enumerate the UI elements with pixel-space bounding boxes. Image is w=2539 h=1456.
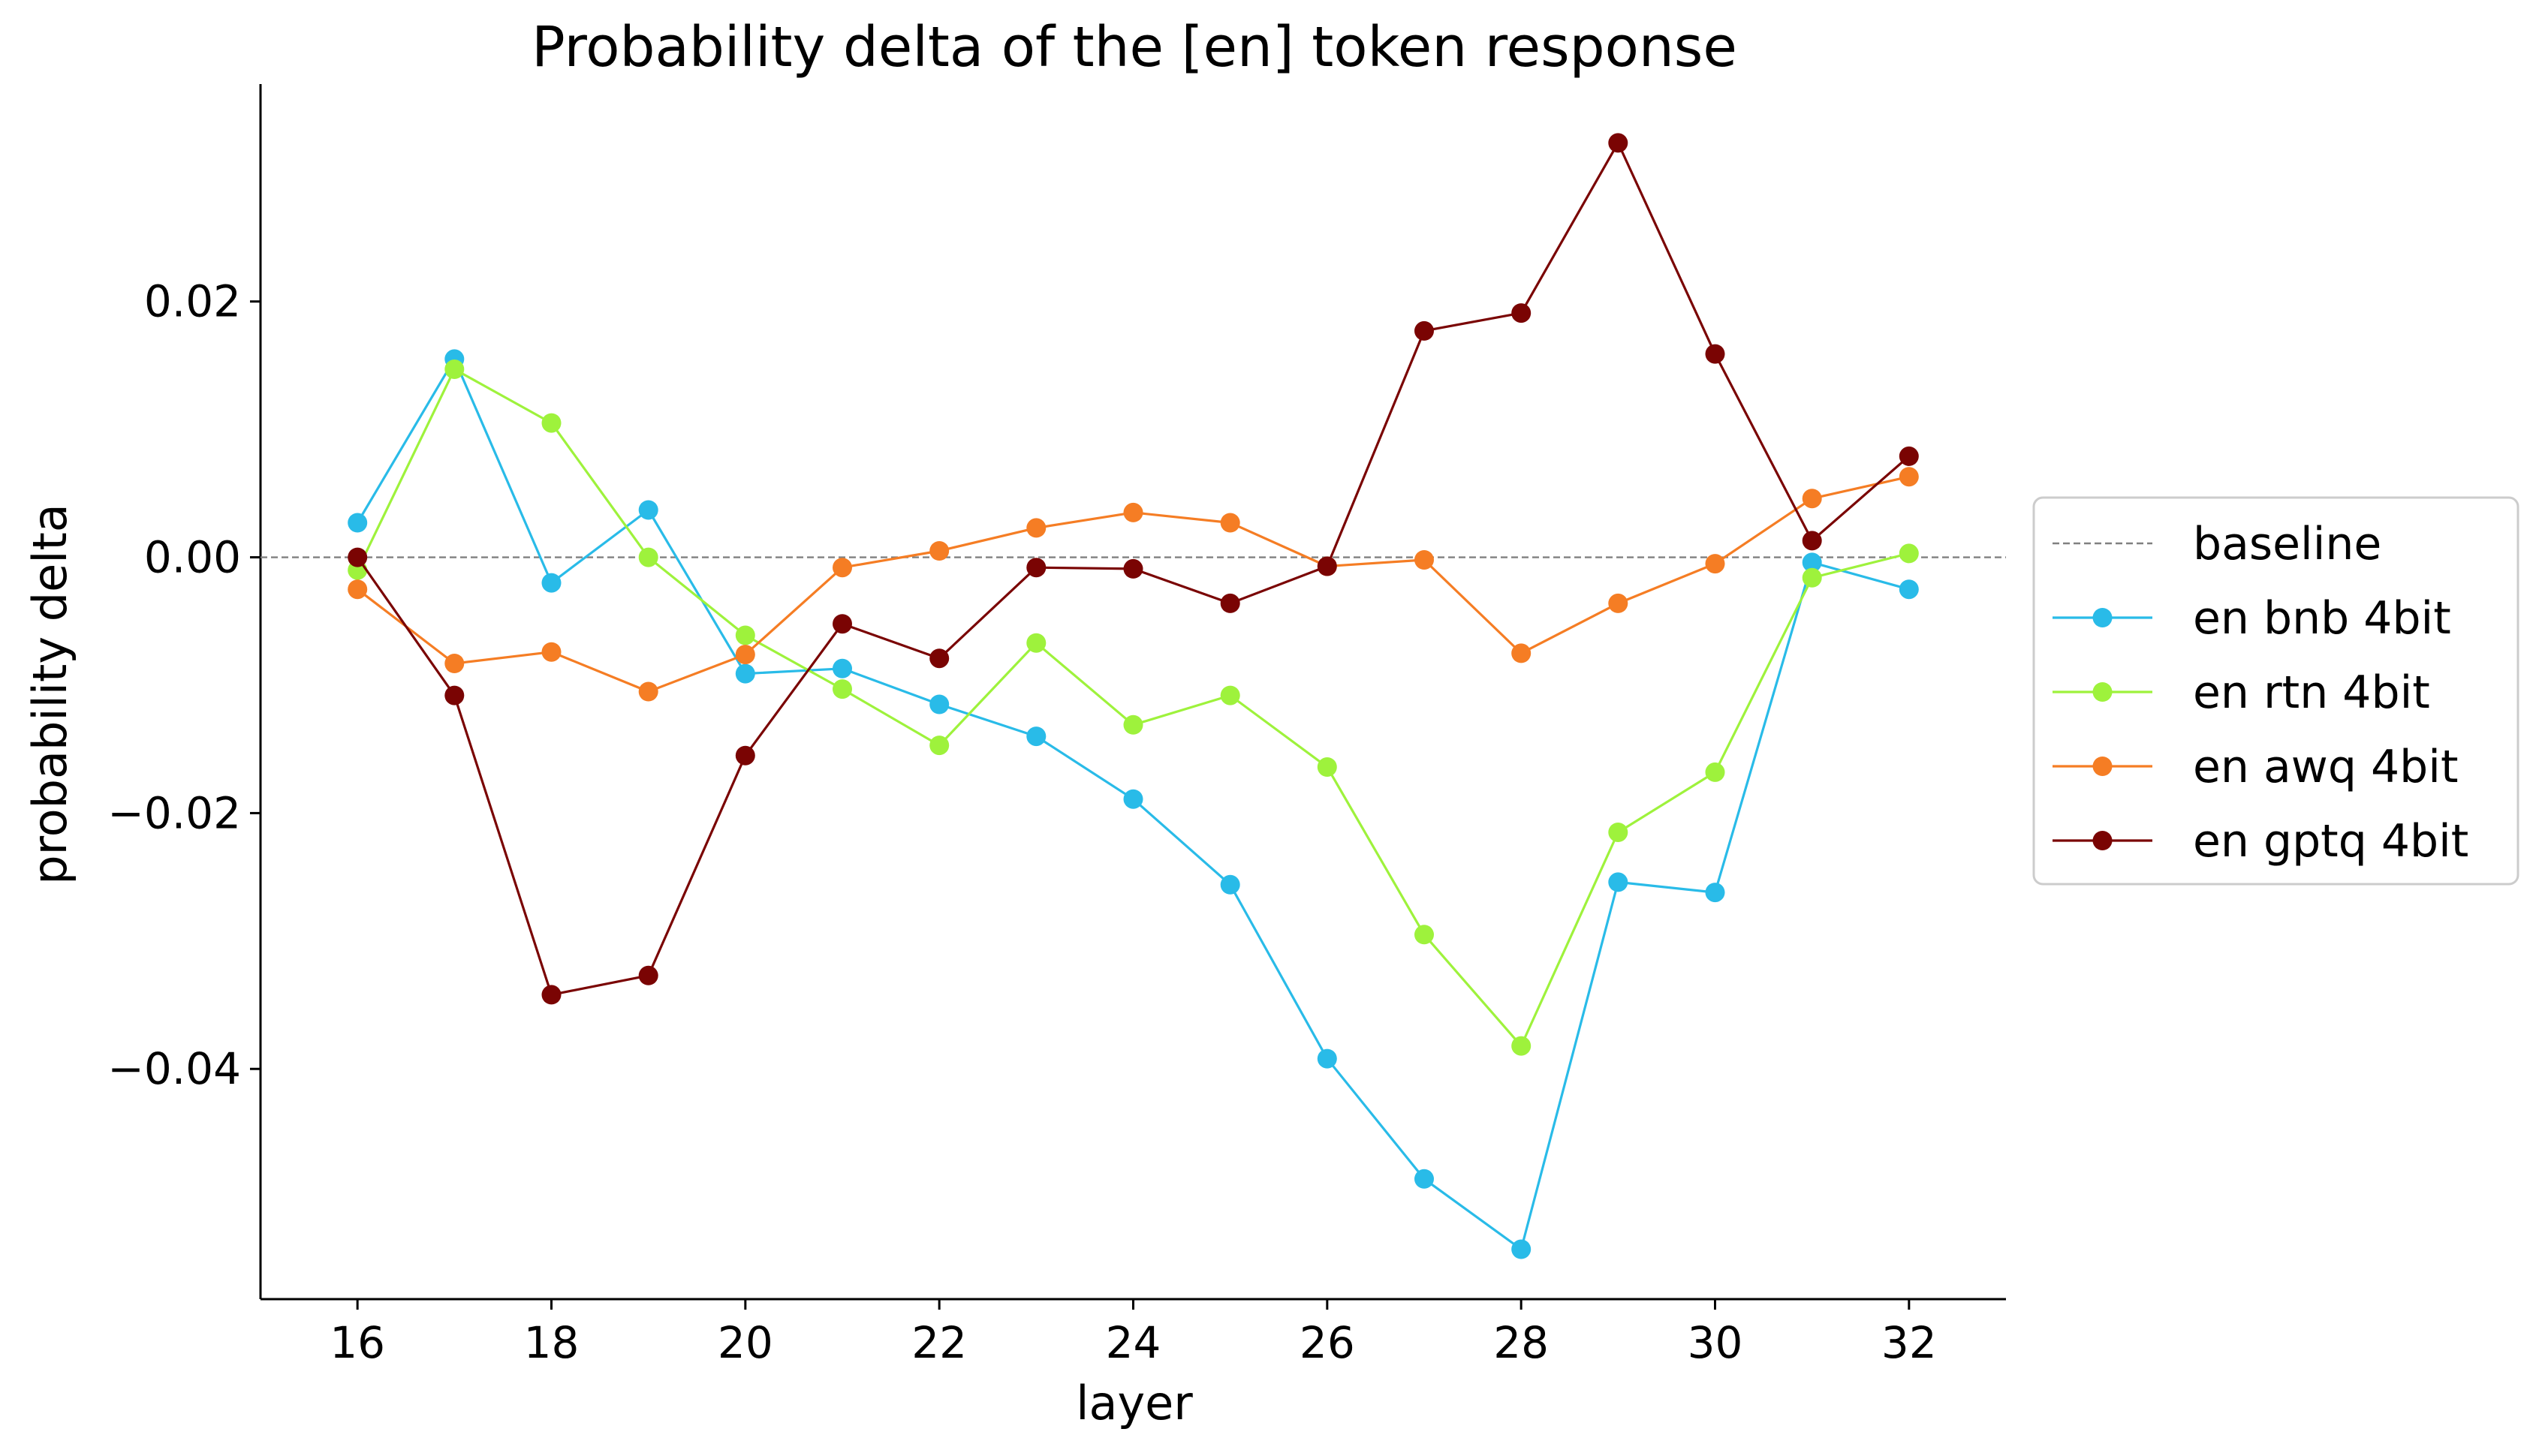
series-point: [638, 681, 658, 702]
legend-marker-point: [2092, 682, 2113, 702]
series-point: [833, 679, 852, 699]
series-point: [1511, 1239, 1532, 1259]
chart-title: Probability delta of the [en] token resp…: [532, 15, 1737, 80]
y-tick-label: −0.02: [107, 787, 241, 838]
legend-label: en rtn 4bit: [2193, 666, 2430, 719]
x-tick-label: 28: [1493, 1317, 1549, 1368]
series-point: [735, 745, 755, 766]
axes: [259, 84, 2006, 1301]
y-tick-label: −0.04: [107, 1043, 241, 1094]
series-point: [1899, 543, 1919, 564]
series-point: [638, 500, 658, 520]
series-point: [638, 547, 658, 567]
series-point: [444, 685, 465, 705]
x-tick-label: 22: [911, 1317, 967, 1368]
series-point: [541, 413, 562, 433]
x-tick-label: 26: [1300, 1317, 1355, 1368]
legend-marker-point: [2092, 608, 2113, 627]
series-point: [1026, 726, 1047, 747]
series-point: [1414, 925, 1434, 945]
x-tick-label: 18: [524, 1317, 580, 1368]
series-point: [1608, 823, 1628, 842]
y-axis-label: probability delta: [23, 504, 77, 885]
series-point: [833, 558, 852, 578]
series-point: [1123, 789, 1143, 809]
series-point: [1511, 1036, 1532, 1056]
x-tick-label: 32: [1881, 1317, 1937, 1368]
x-axis-label: layer: [1076, 1376, 1193, 1430]
series-line: [356, 368, 1910, 1048]
series-point: [638, 965, 658, 985]
x-tick-label: 20: [718, 1317, 773, 1368]
series-point: [929, 648, 950, 669]
legend-marker-point: [2092, 831, 2113, 850]
series-point: [929, 736, 950, 756]
series-point: [1608, 872, 1628, 892]
series-point: [1026, 558, 1047, 578]
x-tick-label: 24: [1106, 1317, 1161, 1368]
series-point: [541, 642, 562, 662]
legend-label: en awq 4bit: [2193, 741, 2458, 793]
series-point: [348, 579, 368, 600]
series-point: [1220, 593, 1240, 613]
legend-box: [2032, 496, 2519, 886]
series-point: [1899, 446, 1919, 466]
series-point: [833, 614, 852, 634]
x-tick-label: 16: [330, 1317, 385, 1368]
series-point: [735, 663, 755, 684]
series-point: [1220, 513, 1240, 533]
series-point: [1026, 633, 1047, 653]
series-point: [1705, 762, 1725, 782]
series-point: [1026, 518, 1047, 538]
series-point: [1608, 593, 1628, 613]
series-point: [833, 658, 852, 678]
y-tick-label: 0.00: [144, 532, 241, 583]
series-point: [1899, 579, 1919, 600]
series-point: [348, 513, 368, 533]
series-point: [1317, 757, 1337, 777]
series-point: [1511, 643, 1532, 663]
series-point: [1317, 1048, 1337, 1069]
series-point: [541, 573, 562, 593]
series-point: [1802, 552, 1822, 573]
series-point: [1705, 554, 1725, 574]
series-point: [1414, 1169, 1434, 1189]
series-point: [541, 985, 562, 1005]
series-point: [1220, 874, 1240, 895]
legend-label: en bnb 4bit: [2193, 592, 2451, 645]
series-point: [444, 654, 465, 673]
x-ticks: 16 18 20 22 24 26 28 30 32: [330, 1299, 1937, 1368]
series-point: [1123, 714, 1143, 735]
series-point: [1608, 133, 1628, 153]
series-point: [1511, 303, 1532, 323]
series-point: [735, 625, 755, 645]
legend-marker-point: [2092, 757, 2113, 776]
series-point: [1705, 344, 1725, 364]
y-tick-label: 0.02: [144, 276, 241, 327]
series-point: [1802, 489, 1822, 509]
legend-label: en gptq 4bit: [2193, 815, 2468, 868]
legend: baseline en bnb 4bit en rtn 4bit en awq 4bi…: [2032, 496, 2519, 886]
series-point: [1317, 556, 1337, 576]
series-point: [1899, 467, 1919, 487]
series-point: [929, 541, 950, 561]
series-point: [1705, 883, 1725, 903]
series-point: [1802, 531, 1822, 551]
series-point: [1802, 567, 1822, 588]
x-tick-label: 30: [1688, 1317, 1743, 1368]
series-point: [1123, 558, 1143, 579]
series-point: [929, 694, 950, 714]
y-ticks: 0.02 0.00 −0.02 −0.04: [107, 276, 261, 1094]
series-point: [1414, 550, 1434, 570]
series-point: [1123, 502, 1143, 522]
series-point: [735, 645, 755, 665]
plot-area: [261, 133, 2006, 1259]
legend-label: baseline: [2193, 518, 2381, 570]
series-point: [348, 547, 368, 567]
series-point: [1220, 685, 1240, 705]
series-point: [444, 359, 465, 379]
series-point: [1414, 320, 1434, 341]
